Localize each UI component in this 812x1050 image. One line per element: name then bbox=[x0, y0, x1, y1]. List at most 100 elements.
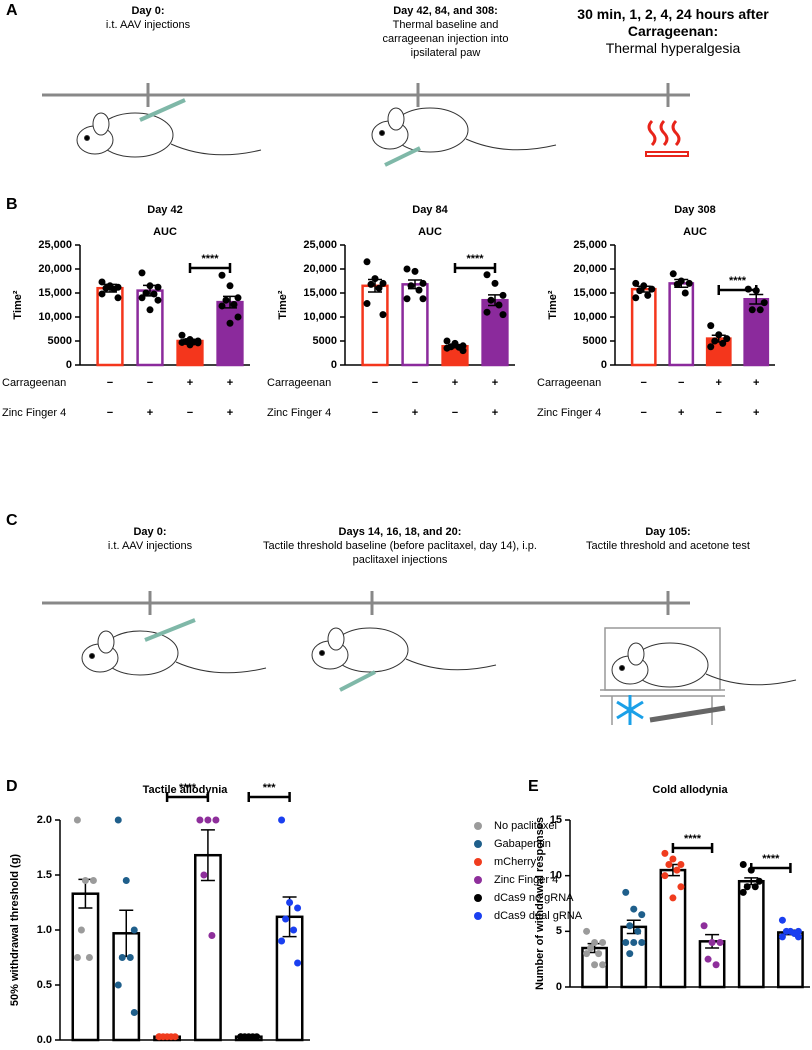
data-point bbox=[118, 954, 126, 961]
bar bbox=[194, 853, 222, 1042]
data-point bbox=[794, 933, 802, 941]
data-point bbox=[154, 283, 162, 291]
data-point bbox=[778, 933, 786, 941]
data-point bbox=[756, 306, 764, 314]
data-point bbox=[249, 1033, 257, 1041]
y-tick-label: 0.0 bbox=[37, 1034, 52, 1046]
data-point bbox=[375, 284, 383, 292]
data-point bbox=[146, 306, 154, 314]
data-point bbox=[419, 295, 427, 303]
chart-title: Day 42 bbox=[147, 204, 182, 216]
event: Day 0: i.t. AAV injections bbox=[80, 525, 220, 553]
legend-label: mCherry bbox=[494, 856, 537, 868]
data-point bbox=[234, 313, 242, 321]
data-point bbox=[638, 911, 646, 919]
data-point bbox=[708, 938, 716, 946]
y-tick-label: 5000 bbox=[583, 335, 607, 347]
data-point bbox=[681, 289, 689, 297]
legend-label: Zinc Finger 4 bbox=[494, 874, 558, 886]
data-point bbox=[218, 271, 226, 279]
y-tick-label: 15,000 bbox=[573, 287, 607, 299]
significance-label: **** bbox=[179, 782, 197, 794]
row-sign: + bbox=[492, 377, 498, 389]
chart-subtitle: AUC bbox=[153, 226, 177, 238]
data-point bbox=[138, 294, 146, 302]
data-point bbox=[669, 855, 677, 863]
data-point bbox=[704, 955, 712, 963]
data-point bbox=[707, 343, 715, 351]
data-point bbox=[212, 816, 220, 824]
chart-title: Day 308 bbox=[674, 204, 716, 216]
data-point bbox=[495, 301, 503, 309]
data-point bbox=[595, 950, 603, 958]
data-point bbox=[599, 938, 607, 946]
event-text: Tactile threshold baseline (before pacli… bbox=[263, 540, 537, 566]
mouse-tail bbox=[175, 661, 267, 674]
significance-label: **** bbox=[466, 253, 484, 265]
y-axis-label: Time² bbox=[547, 290, 559, 319]
bar bbox=[777, 931, 804, 989]
data-point bbox=[200, 871, 208, 879]
mouse-drawing bbox=[311, 627, 497, 692]
data-point bbox=[640, 282, 648, 290]
data-point bbox=[178, 331, 186, 339]
data-point bbox=[669, 894, 677, 902]
event-heading: Days 14, 16, 18, and 20: bbox=[338, 526, 462, 538]
row-sign: − bbox=[412, 377, 418, 389]
data-point bbox=[622, 938, 630, 946]
data-point bbox=[178, 338, 186, 346]
panel-label: C bbox=[6, 512, 18, 529]
data-point bbox=[89, 877, 97, 884]
data-point bbox=[677, 861, 685, 869]
legend-marker bbox=[474, 876, 482, 884]
data-point bbox=[379, 311, 387, 319]
significance-bracket bbox=[671, 843, 714, 853]
data-point bbox=[638, 938, 646, 946]
panel-label: A bbox=[6, 2, 18, 19]
data-point bbox=[363, 300, 371, 308]
event-text: Thermal hyperalgesia bbox=[605, 40, 741, 56]
row-sign: − bbox=[678, 377, 684, 389]
data-point bbox=[636, 287, 644, 295]
data-point bbox=[669, 270, 677, 278]
data-point bbox=[155, 1033, 163, 1041]
data-point bbox=[483, 308, 491, 316]
data-point bbox=[626, 922, 634, 930]
mouse-drawing bbox=[81, 618, 267, 676]
syringe bbox=[139, 98, 186, 122]
data-point bbox=[106, 283, 114, 291]
data-point bbox=[711, 337, 719, 345]
row-sign: + bbox=[452, 377, 458, 389]
data-point bbox=[707, 322, 715, 330]
data-point bbox=[499, 291, 507, 299]
row-sign: − bbox=[641, 407, 647, 419]
data-point bbox=[748, 306, 756, 314]
data-point bbox=[286, 899, 294, 906]
row-sign: − bbox=[716, 407, 722, 419]
row-sign: − bbox=[641, 377, 647, 389]
chart-title: Day 84 bbox=[412, 204, 448, 216]
y-tick-label: 0 bbox=[66, 359, 72, 371]
y-tick-label: 1.0 bbox=[37, 924, 52, 936]
syringe bbox=[144, 618, 196, 642]
row-sign: − bbox=[107, 407, 113, 419]
mouse-ear bbox=[387, 107, 405, 131]
row-label: Carrageenan bbox=[537, 377, 601, 389]
data-point bbox=[237, 1033, 245, 1041]
y-tick-label: 20,000 bbox=[303, 263, 337, 275]
y-tick-label: 10,000 bbox=[573, 311, 607, 323]
data-point bbox=[499, 311, 507, 319]
y-tick-label: 25,000 bbox=[573, 239, 607, 251]
data-point bbox=[363, 258, 371, 266]
data-point bbox=[719, 339, 727, 347]
row-sign: − bbox=[372, 407, 378, 419]
mouse-eye bbox=[319, 650, 325, 656]
event-heading: Day 42, 84, and 308: bbox=[393, 5, 498, 17]
significance-label: **** bbox=[762, 853, 780, 865]
y-tick-label: 1.5 bbox=[37, 869, 52, 881]
heat-icon bbox=[645, 119, 689, 157]
significance-bracket bbox=[188, 263, 232, 273]
mouse-ear bbox=[327, 627, 345, 651]
data-point bbox=[196, 816, 204, 824]
syringe bbox=[384, 146, 421, 167]
